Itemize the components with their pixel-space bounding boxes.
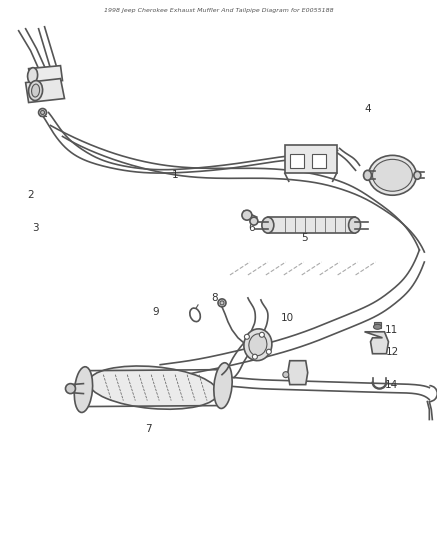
Circle shape: [250, 217, 258, 225]
Ellipse shape: [374, 324, 381, 329]
Ellipse shape: [66, 384, 75, 393]
Ellipse shape: [364, 171, 371, 180]
Text: 8: 8: [212, 293, 218, 303]
Text: 5: 5: [301, 233, 308, 243]
Text: 7: 7: [145, 424, 152, 434]
Circle shape: [283, 372, 289, 378]
Circle shape: [244, 334, 249, 340]
Circle shape: [218, 299, 226, 307]
Text: 6: 6: [249, 223, 255, 233]
Circle shape: [266, 349, 271, 354]
Text: 9: 9: [152, 307, 159, 317]
Polygon shape: [28, 66, 63, 84]
Ellipse shape: [249, 334, 267, 356]
FancyBboxPatch shape: [312, 155, 326, 168]
Text: 1: 1: [172, 170, 178, 180]
Ellipse shape: [262, 217, 274, 233]
Text: 12: 12: [386, 347, 399, 357]
Polygon shape: [364, 332, 389, 354]
Text: 2: 2: [27, 190, 34, 200]
Text: 13: 13: [291, 365, 304, 375]
Ellipse shape: [32, 84, 39, 97]
Text: 14: 14: [385, 379, 398, 390]
Circle shape: [259, 332, 265, 337]
Circle shape: [39, 109, 46, 117]
FancyBboxPatch shape: [290, 155, 304, 168]
Text: 1998 Jeep Cherokee Exhaust Muffler And Tailpipe Diagram for E0055188: 1998 Jeep Cherokee Exhaust Muffler And T…: [104, 9, 334, 13]
Polygon shape: [288, 361, 308, 385]
Text: 10: 10: [281, 313, 294, 323]
Ellipse shape: [372, 159, 413, 191]
Ellipse shape: [214, 363, 232, 408]
Bar: [268, 217, 355, 233]
Ellipse shape: [414, 171, 421, 179]
Circle shape: [252, 354, 258, 359]
Ellipse shape: [190, 308, 200, 321]
Polygon shape: [25, 78, 64, 102]
Circle shape: [41, 110, 45, 115]
Ellipse shape: [88, 366, 218, 409]
FancyBboxPatch shape: [285, 146, 337, 173]
Text: 3: 3: [32, 223, 39, 233]
Circle shape: [242, 210, 252, 220]
Text: 4: 4: [364, 103, 371, 114]
Circle shape: [220, 301, 224, 305]
Ellipse shape: [368, 155, 417, 195]
Ellipse shape: [28, 80, 42, 101]
Text: 11: 11: [385, 325, 398, 335]
Ellipse shape: [74, 367, 92, 413]
Ellipse shape: [349, 217, 360, 233]
Bar: [374, 322, 381, 328]
Ellipse shape: [28, 68, 38, 84]
Ellipse shape: [244, 329, 272, 361]
